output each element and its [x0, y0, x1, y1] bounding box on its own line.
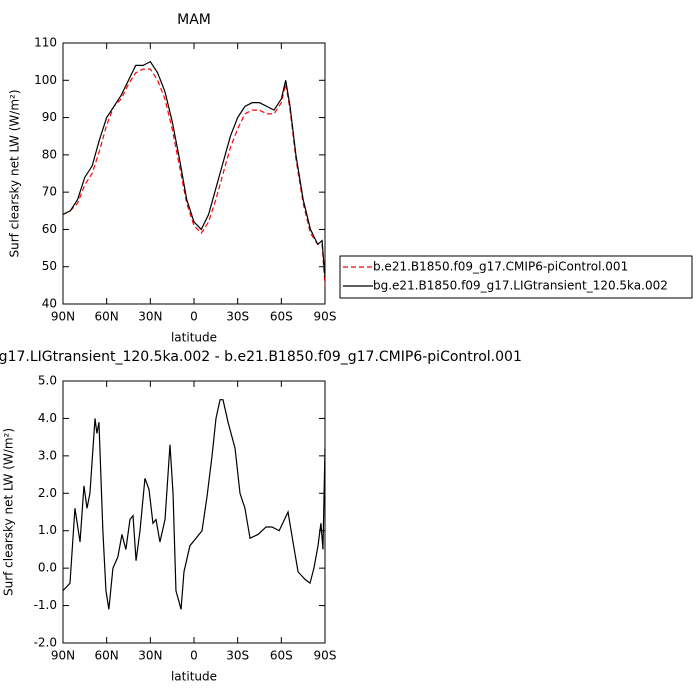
y-tick-label: 60: [42, 222, 57, 236]
y-tick-label: 3.0: [38, 448, 57, 462]
x-tick-label: 90S: [314, 310, 337, 324]
y-tick-label: 80: [42, 147, 57, 161]
y-tick-label: 2.0: [38, 486, 57, 500]
x-tick-label: 60N: [95, 649, 119, 663]
y-tick-label: 1.0: [38, 523, 57, 537]
y-tick-label: 50: [42, 259, 57, 273]
y-tick-label: -1.0: [34, 598, 57, 612]
y-tick-label: 70: [42, 185, 57, 199]
legend-label: b.e21.B1850.f09_g17.CMIP6-piControl.001: [373, 260, 628, 274]
y-tick-label: 40: [42, 297, 57, 311]
x-tick-label: 30N: [138, 310, 162, 324]
y-axis-label: Surf clearsky net LW (W/m²): [8, 89, 22, 257]
x-tick-label: 30S: [226, 310, 249, 324]
x-tick-label: 90N: [51, 310, 75, 324]
legend-box: [339, 255, 693, 299]
x-tick-label: 30N: [138, 649, 162, 663]
data-line: [62, 60, 326, 278]
y-axis-label: Surf clearsky net LW (W/m²): [2, 428, 16, 596]
x-axis-label: latitude: [171, 331, 217, 345]
x-tick-label: 0: [190, 310, 198, 324]
x-tick-label: 60S: [270, 310, 293, 324]
y-tick-label: 0.0: [38, 561, 57, 575]
x-tick-label: 60N: [95, 310, 119, 324]
x-tick-label: 60S: [270, 649, 293, 663]
y-tick-label: 5.0: [38, 374, 57, 388]
x-tick-label: 90S: [314, 649, 337, 663]
x-tick-label: 30S: [226, 649, 249, 663]
legend-label: bg.e21.B1850.f09_g17.LIGtransient_120.5k…: [373, 279, 668, 293]
y-tick-label: 100: [34, 73, 57, 87]
x-tick-label: 0: [190, 649, 198, 663]
y-tick-label: 4.0: [38, 411, 57, 425]
chart-title: bg.e21.B1850.f09_g17.LIGtransient_120.5k…: [0, 349, 522, 365]
x-axis-label: latitude: [171, 670, 217, 684]
data-line: [62, 68, 326, 286]
y-tick-label: -2.0: [34, 636, 57, 650]
y-tick-label: 90: [42, 110, 57, 124]
data-line: [62, 399, 326, 610]
chart-title: MAM: [177, 12, 211, 28]
y-tick-label: 110: [34, 36, 57, 50]
x-tick-label: 90N: [51, 649, 75, 663]
